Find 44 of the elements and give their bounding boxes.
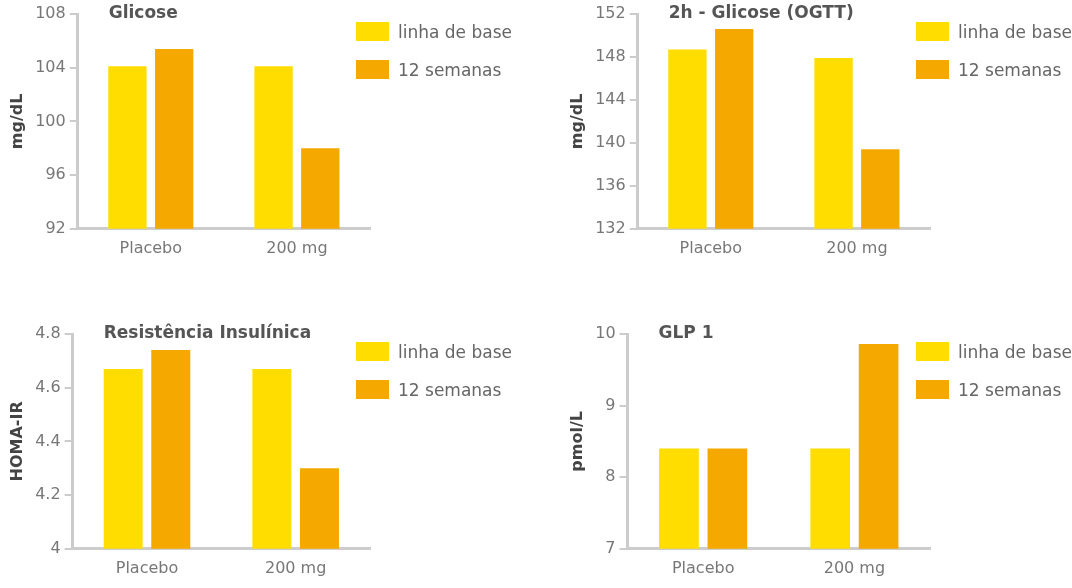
- y-tick-label: 4: [50, 537, 61, 557]
- y-axis-title: mg/dL: [566, 93, 586, 150]
- y-tick-label: 104: [35, 56, 66, 76]
- y-tick-label: 4.2: [35, 484, 61, 504]
- y-tick-label: 8: [605, 466, 616, 486]
- y-tick-label: 108: [35, 3, 66, 23]
- y-tick-label: 148: [595, 46, 626, 66]
- chart-title: Glicose: [108, 2, 178, 23]
- chart-title: GLP 1: [658, 322, 714, 343]
- y-axis-title: pmol/L: [566, 411, 586, 472]
- x-tick-label: 200 mg: [823, 557, 886, 577]
- y-tick-label: 144: [595, 89, 626, 109]
- y-tick-label: 4.8: [35, 323, 61, 343]
- y-tick-label: 132: [595, 217, 626, 237]
- y-axis-title: HOMA-IR: [6, 401, 26, 482]
- legend-label: linha de base: [958, 341, 1072, 362]
- chart-title: Resistência Insulínica: [103, 322, 312, 343]
- legend-label: linha de base: [958, 21, 1072, 42]
- y-tick-label: 100: [35, 110, 66, 130]
- y-tick-label: 96: [45, 164, 66, 184]
- chart-title: 2h - Glicose (OGTT): [668, 2, 854, 23]
- x-tick-label: 200 mg: [266, 237, 328, 257]
- y-tick-label: 10: [595, 323, 616, 343]
- x-tick-label: 200 mg: [826, 237, 888, 257]
- y-tick-label: 152: [595, 3, 626, 23]
- y-tick-label: 9: [605, 394, 616, 414]
- x-tick-label: 200 mg: [264, 557, 327, 577]
- legend-label: linha de base: [398, 341, 512, 362]
- legend-label: 12 semanas: [398, 379, 502, 400]
- y-tick-label: 92: [45, 217, 66, 237]
- y-tick-label: 4.4: [35, 430, 61, 450]
- y-tick-label: 136: [595, 175, 626, 194]
- x-tick-label: Placebo: [679, 237, 743, 257]
- x-tick-label: Placebo: [119, 237, 183, 257]
- legend-label: linha de base: [398, 21, 512, 42]
- x-tick-label: Placebo: [115, 557, 179, 577]
- y-tick-label: 140: [595, 132, 626, 152]
- y-axis-title: mg/dL: [6, 93, 26, 150]
- legend-label: 12 semanas: [398, 59, 502, 80]
- legend-label: 12 semanas: [958, 379, 1062, 400]
- x-tick-label: Placebo: [671, 557, 735, 577]
- legend-label: 12 semanas: [958, 59, 1062, 80]
- y-tick-label: 4.6: [35, 376, 61, 396]
- y-tick-label: 7: [605, 537, 616, 557]
